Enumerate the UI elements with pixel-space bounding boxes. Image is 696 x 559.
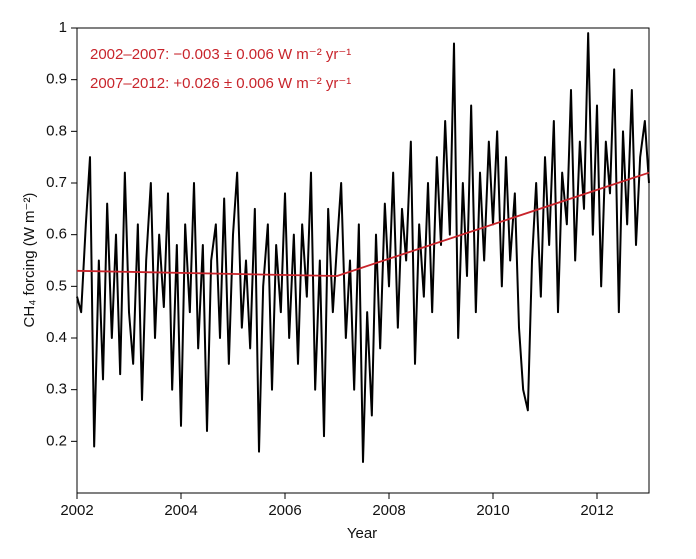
x-tick-label: 2008 <box>372 502 405 519</box>
y-tick-label: 0.2 <box>46 432 67 449</box>
x-tick-label: 2002 <box>60 502 93 519</box>
y-tick-label: 0.7 <box>46 174 67 191</box>
y-tick-label: 0.4 <box>46 329 67 346</box>
plot-frame <box>76 27 650 494</box>
series-line <box>76 32 650 463</box>
series-line <box>76 171 650 277</box>
x-tick-label: 2012 <box>580 502 613 519</box>
y-tick-label: 0.5 <box>46 277 67 294</box>
x-tick-label: 2004 <box>164 502 197 519</box>
x-axis-label: Year <box>347 525 377 542</box>
y-tick-label: 0.3 <box>46 381 67 398</box>
x-tick-label: 2010 <box>476 502 509 519</box>
y-axis-label: CH₄ forcing (W m⁻²) <box>21 193 38 328</box>
y-tick-label: 0.8 <box>46 122 67 139</box>
x-tick-label: 2006 <box>268 502 301 519</box>
y-tick-label: 1 <box>59 19 67 36</box>
annotation: 2002–2007: −0.003 ± 0.006 W m⁻² yr⁻¹ <box>90 46 351 63</box>
annotation: 2007–2012: +0.026 ± 0.006 W m⁻² yr⁻¹ <box>90 75 351 92</box>
y-tick-label: 0.9 <box>46 71 67 88</box>
y-tick-label: 0.6 <box>46 226 67 243</box>
